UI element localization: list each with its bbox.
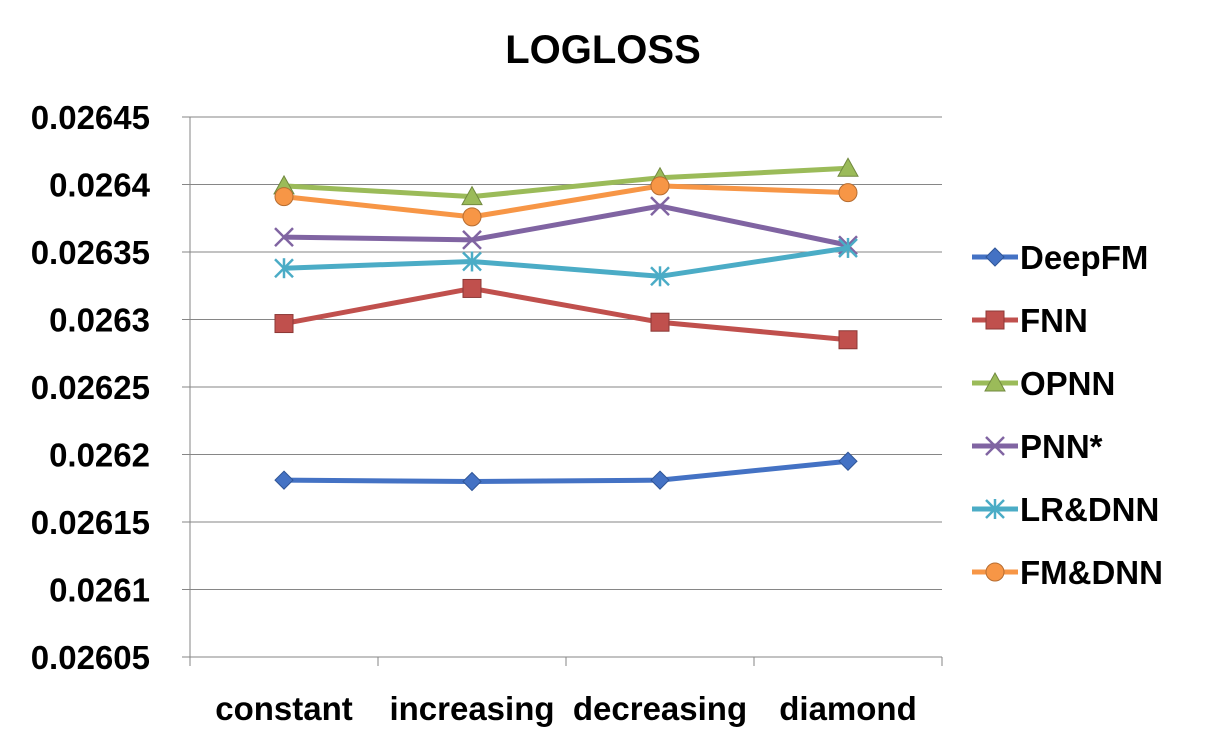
y-tick-label: 0.02625 [31,369,150,406]
data-point [462,471,482,492]
legend-label: PNN* [1020,428,1103,465]
x-tick-label: constant [215,690,353,727]
data-point [274,187,294,207]
series-deepfm [274,451,858,492]
legend-item: OPNN [972,365,1115,402]
data-point [837,157,859,177]
data-point [462,278,482,298]
y-tick-label: 0.0262 [49,437,150,474]
x-tick-label: increasing [389,690,554,727]
data-point [838,183,858,203]
y-tick-label: 0.0264 [49,167,151,204]
data-point [838,237,858,258]
data-point [462,229,482,250]
data-point [650,176,670,196]
data-point [838,330,858,350]
x-tick-label: decreasing [573,690,747,727]
legend-item: DeepFM [972,239,1148,276]
series-fm-dnn [274,176,858,227]
series-lr-dnn [274,237,858,287]
series-fnn [274,278,858,350]
legend-label: FNN [1020,302,1088,339]
y-tick-label: 0.02645 [31,99,150,136]
legend-marker [985,436,1005,456]
data-point [274,470,294,490]
series-line [283,203,849,248]
y-tick-label: 0.0263 [49,302,150,339]
chart-title: LOGLOSS [505,28,701,72]
data-point [274,314,294,334]
data-point [650,470,670,490]
x-axis-ticks: constant increasing decreasing diamond [189,657,943,727]
legend-label: DeepFM [1020,239,1148,276]
legend-label: FM&DNN [1020,554,1163,591]
legend-label: LR&DNN [1020,491,1159,528]
legend-marker [985,310,1005,330]
legend-marker [984,371,1006,392]
data-point [461,185,483,206]
series-opnn [273,157,859,206]
series-line [283,458,849,484]
series-pnn- [274,196,858,256]
data-point [274,227,294,248]
series-line [283,245,849,279]
legend-label: OPNN [1020,365,1115,402]
legend: DeepFM FNN OPNN PNN* LR&DNN FM&DNN [972,239,1163,591]
data-point [462,251,482,272]
series-line [283,285,849,343]
legend-item: LR&DNN [972,491,1159,528]
y-axis-ticks: 0.02605 0.0261 0.02615 0.0262 0.02625 0.0263 0… [31,99,151,676]
legend-marker [985,247,1005,267]
data-point [274,258,294,279]
data-point [650,196,670,216]
series-group [273,157,859,492]
legend-item: FM&DNN [972,554,1163,591]
legend-item: PNN* [972,428,1103,465]
legend-marker [985,562,1005,582]
data-point [650,266,670,287]
data-point [838,451,858,471]
legend-item: FNN [972,302,1088,339]
y-tick-label: 0.02635 [31,234,150,271]
series-line [283,165,849,200]
data-point [650,312,670,332]
y-tick-label: 0.0261 [49,572,150,609]
data-point [462,207,482,227]
x-tick-label: diamond [779,690,917,727]
series-line [283,183,849,220]
y-tick-label: 0.02605 [31,639,150,676]
legend-marker [985,499,1005,519]
y-tick-label: 0.02615 [31,504,150,541]
